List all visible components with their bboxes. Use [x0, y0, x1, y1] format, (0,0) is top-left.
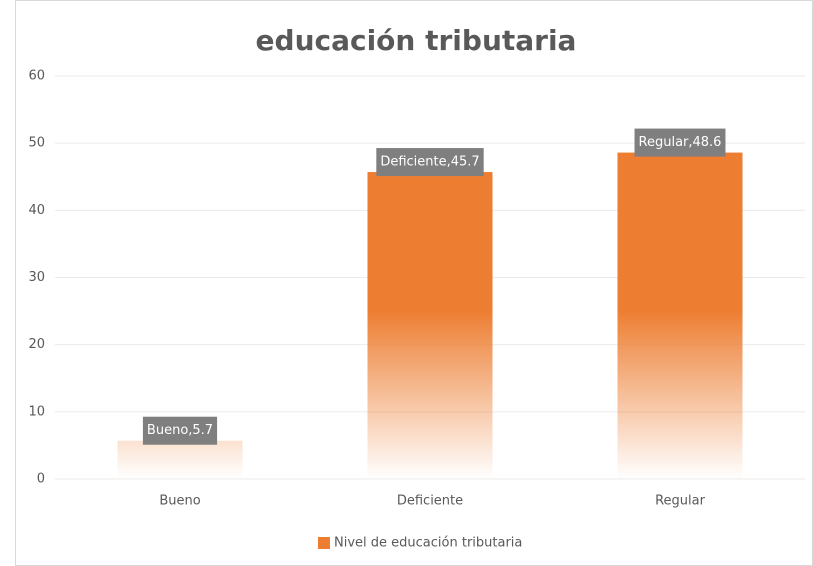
data-label-box [142, 416, 218, 445]
x-tick-label: Regular [655, 494, 706, 509]
data-label-box [634, 128, 726, 157]
y-tick-label: 40 [28, 203, 45, 218]
data-label-box [376, 148, 484, 177]
bar [617, 152, 743, 479]
y-tick-label: 20 [28, 337, 45, 352]
legend-label: Nivel de educación tributaria [334, 536, 522, 551]
legend-swatch [318, 537, 330, 549]
y-tick-label: 0 [37, 472, 45, 487]
x-tick-label: Bueno [159, 494, 200, 509]
y-tick-label: 50 [28, 136, 45, 151]
y-tick-label: 10 [28, 404, 45, 419]
bar [367, 172, 493, 479]
data-label: Bueno,5.7 [147, 423, 213, 438]
y-tick-label: 30 [28, 270, 45, 285]
bar [117, 440, 243, 479]
data-label: Deficiente,45.7 [380, 155, 479, 170]
x-tick-label: Deficiente [397, 494, 463, 509]
chart-title: educación tributaria [256, 24, 577, 57]
y-tick-label: 60 [28, 69, 45, 84]
data-label: Regular,48.6 [639, 135, 722, 150]
